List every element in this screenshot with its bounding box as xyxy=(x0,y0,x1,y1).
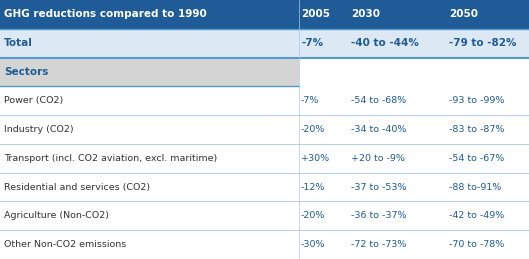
Text: -72 to -73%: -72 to -73% xyxy=(351,240,407,249)
Text: -88 to-91%: -88 to-91% xyxy=(449,183,501,192)
Bar xyxy=(299,57,529,86)
Text: -7%: -7% xyxy=(301,38,323,48)
Text: 2050: 2050 xyxy=(449,9,478,19)
Text: Power (CO2): Power (CO2) xyxy=(4,96,63,105)
Text: -54 to -68%: -54 to -68% xyxy=(351,96,406,105)
Text: -54 to -67%: -54 to -67% xyxy=(449,154,504,163)
Text: -93 to -99%: -93 to -99% xyxy=(449,96,505,105)
Bar xyxy=(0,115,529,144)
Text: -20%: -20% xyxy=(301,211,325,220)
Text: 2005: 2005 xyxy=(301,9,330,19)
Bar xyxy=(0,0,529,29)
Text: +20 to -9%: +20 to -9% xyxy=(351,154,405,163)
Bar xyxy=(0,29,529,57)
Bar xyxy=(0,230,529,259)
Text: -70 to -78%: -70 to -78% xyxy=(449,240,504,249)
Bar xyxy=(0,202,529,230)
Text: -79 to -82%: -79 to -82% xyxy=(449,38,517,48)
Text: -7%: -7% xyxy=(301,96,320,105)
Text: Total: Total xyxy=(4,38,33,48)
Text: 2030: 2030 xyxy=(351,9,380,19)
Bar xyxy=(0,57,299,86)
Text: Other Non-CO2 emissions: Other Non-CO2 emissions xyxy=(4,240,126,249)
Text: -30%: -30% xyxy=(301,240,325,249)
Bar xyxy=(0,173,529,202)
Text: -37 to -53%: -37 to -53% xyxy=(351,183,407,192)
Text: Sectors: Sectors xyxy=(4,67,49,77)
Text: Residential and services (CO2): Residential and services (CO2) xyxy=(4,183,150,192)
Bar xyxy=(0,144,529,173)
Text: -83 to -87%: -83 to -87% xyxy=(449,125,505,134)
Text: Industry (CO2): Industry (CO2) xyxy=(4,125,74,134)
Text: -36 to -37%: -36 to -37% xyxy=(351,211,407,220)
Text: +30%: +30% xyxy=(301,154,330,163)
Text: -34 to -40%: -34 to -40% xyxy=(351,125,407,134)
Text: -42 to -49%: -42 to -49% xyxy=(449,211,504,220)
Text: -40 to -44%: -40 to -44% xyxy=(351,38,419,48)
Text: Agriculture (Non-CO2): Agriculture (Non-CO2) xyxy=(4,211,109,220)
Text: Transport (incl. CO2 aviation, excl. maritime): Transport (incl. CO2 aviation, excl. mar… xyxy=(4,154,217,163)
Text: -12%: -12% xyxy=(301,183,325,192)
Text: GHG reductions compared to 1990: GHG reductions compared to 1990 xyxy=(4,9,207,19)
Bar xyxy=(0,86,529,115)
Text: -20%: -20% xyxy=(301,125,325,134)
